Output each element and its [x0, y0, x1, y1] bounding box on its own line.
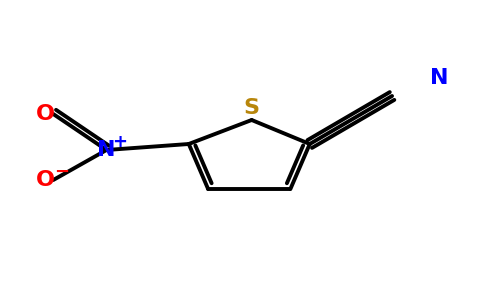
Text: O: O [36, 104, 55, 124]
Text: −: − [54, 163, 69, 181]
Text: N: N [430, 68, 449, 88]
Text: +: + [112, 133, 127, 151]
Text: S: S [243, 98, 260, 118]
Text: N: N [97, 140, 116, 160]
Text: O: O [36, 170, 55, 190]
